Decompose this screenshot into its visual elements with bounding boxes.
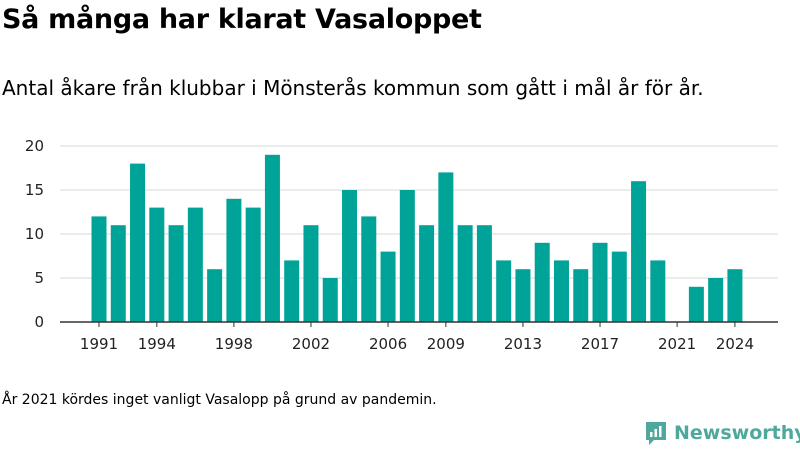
bar-1997 (207, 269, 223, 322)
x-tick-label: 2024 (716, 335, 754, 353)
bar-2018 (611, 251, 627, 322)
bar-2013 (515, 269, 531, 322)
brand-name: Newsworthy (674, 422, 800, 444)
x-tick-label: 2013 (504, 335, 542, 353)
y-tick-label: 10 (25, 225, 44, 243)
bar-2010 (457, 225, 473, 322)
chart-subtitle: Antal åkare från klubbar i Mönsterås kom… (2, 76, 704, 100)
x-tick-label: 1998 (215, 335, 253, 353)
bar-2016 (573, 269, 589, 322)
bar-2015 (553, 260, 569, 322)
bar-2020 (650, 260, 666, 322)
bar-2009 (438, 172, 454, 322)
bar-1998 (226, 198, 242, 322)
bar-2007 (399, 190, 415, 322)
bar-2004 (342, 190, 358, 322)
bar-2019 (631, 181, 647, 322)
bar-2024 (727, 269, 743, 322)
bar-2002 (303, 225, 319, 322)
bar-2017 (592, 242, 608, 322)
bar-2001 (284, 260, 300, 322)
bar-2023 (708, 278, 724, 322)
newsworthy-logo-icon (646, 422, 666, 445)
bar-1995 (168, 225, 184, 322)
bar-1994 (149, 207, 165, 322)
bar-2005 (361, 216, 377, 322)
footnote: År 2021 kördes inget vanligt Vasalopp på… (2, 392, 437, 408)
bar-2022 (688, 286, 704, 322)
bar-2000 (264, 154, 280, 322)
y-tick-label: 15 (25, 181, 44, 199)
bar-2003 (322, 278, 338, 322)
y-tick-label: 5 (34, 269, 44, 287)
bar-1991 (91, 216, 107, 322)
y-tick-label: 0 (34, 313, 44, 331)
bar-2012 (496, 260, 512, 322)
chart-title: Så många har klarat Vasaloppet (2, 4, 482, 35)
y-tick-label: 20 (25, 137, 44, 155)
bar-2006 (380, 251, 396, 322)
bar-1999 (245, 207, 261, 322)
bar-1996 (187, 207, 203, 322)
x-tick-label: 2009 (427, 335, 465, 353)
bar-chart: 0 5 10 15 20 1991 1994 1998 2002 2006 2009 2013 2017… (25, 137, 778, 353)
x-tick-label: 1994 (138, 335, 176, 353)
x-tick-label: 2021 (658, 335, 696, 353)
x-tick-label: 2017 (581, 335, 619, 353)
bar-1992 (110, 225, 126, 322)
x-tick-label: 2006 (369, 335, 407, 353)
x-tick-label: 2002 (292, 335, 330, 353)
bar-2008 (419, 225, 435, 322)
bar-2011 (476, 225, 492, 322)
x-tick-label: 1991 (80, 335, 118, 353)
brand-logo[interactable]: Newsworthy (644, 420, 800, 446)
bar-1993 (130, 163, 146, 322)
bar-2014 (534, 242, 550, 322)
